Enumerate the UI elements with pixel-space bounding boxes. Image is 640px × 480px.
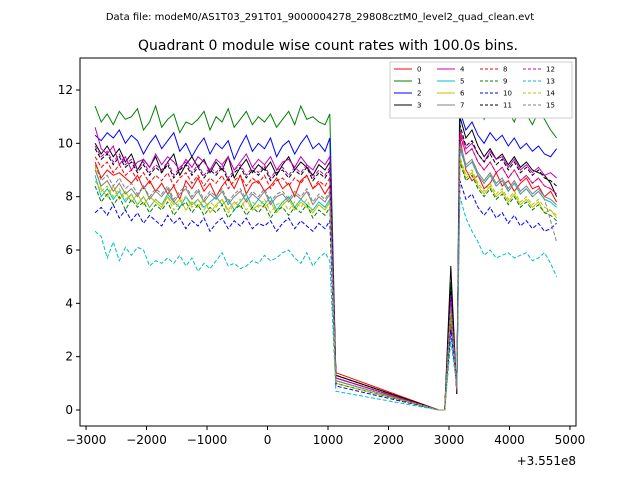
x-tick-label: −2000 <box>126 433 167 447</box>
legend-label-0: 0 <box>417 66 421 74</box>
y-tick-label: 6 <box>65 243 73 257</box>
legend-label-10: 10 <box>503 90 512 98</box>
series-line-14 <box>94 156 557 411</box>
series-layer <box>94 73 558 411</box>
series-line-8 <box>94 132 557 411</box>
plot-area <box>80 58 576 426</box>
series-line-15 <box>94 145 558 411</box>
legend-label-13: 13 <box>546 78 555 86</box>
x-tick-label: 1000 <box>313 433 344 447</box>
legend-label-9: 9 <box>503 78 507 86</box>
legend-label-3: 3 <box>417 102 421 110</box>
series-line-7 <box>94 143 557 411</box>
x-tick-label: 3000 <box>434 433 465 447</box>
legend-label-5: 5 <box>460 78 464 86</box>
legend-label-11: 11 <box>503 102 512 110</box>
legend-label-6: 6 <box>460 90 465 98</box>
legend-label-14: 14 <box>546 90 555 98</box>
series-line-13 <box>94 196 558 411</box>
legend-label-15: 15 <box>546 102 555 110</box>
legend-label-7: 7 <box>460 102 464 110</box>
legend-label-4: 4 <box>460 66 465 74</box>
data-file-suptitle: Data file: modeM0/AS1T03_291T01_90000042… <box>106 12 534 23</box>
y-tick-label: 2 <box>65 350 73 364</box>
y-tick-label: 8 <box>65 190 73 204</box>
y-tick-label: 0 <box>65 403 73 417</box>
series-line-2 <box>94 111 557 411</box>
series-line-12 <box>94 135 557 411</box>
series-line-9 <box>94 161 557 411</box>
series-line-11 <box>94 124 557 411</box>
y-tick-label: 10 <box>58 136 73 150</box>
chart-title: Quadrant 0 module wise count rates with … <box>138 38 518 54</box>
y-axis: 0 2 4 6 8 10 12 <box>58 83 80 417</box>
x-offset-label: +3.551e8 <box>517 454 576 468</box>
y-tick-label: 12 <box>58 83 73 97</box>
x-axis: −3000 −2000 −1000 0 1000 2000 3000 4000 5000 <box>66 426 585 447</box>
x-tick-label: −1000 <box>187 433 228 447</box>
x-tick-label: 2000 <box>373 433 404 447</box>
legend-label-8: 8 <box>503 66 507 74</box>
legend-label-12: 12 <box>546 66 555 74</box>
y-tick-label: 4 <box>65 296 73 310</box>
legend-label-1: 1 <box>417 78 421 86</box>
x-tick-label: 0 <box>264 433 272 447</box>
legend-box <box>389 61 573 119</box>
x-tick-label: 5000 <box>555 433 586 447</box>
series-line-10 <box>94 180 557 411</box>
x-tick-label: −3000 <box>66 433 107 447</box>
legend-label-2: 2 <box>417 90 421 98</box>
x-tick-label: 4000 <box>494 433 525 447</box>
series-line-4 <box>94 127 557 411</box>
